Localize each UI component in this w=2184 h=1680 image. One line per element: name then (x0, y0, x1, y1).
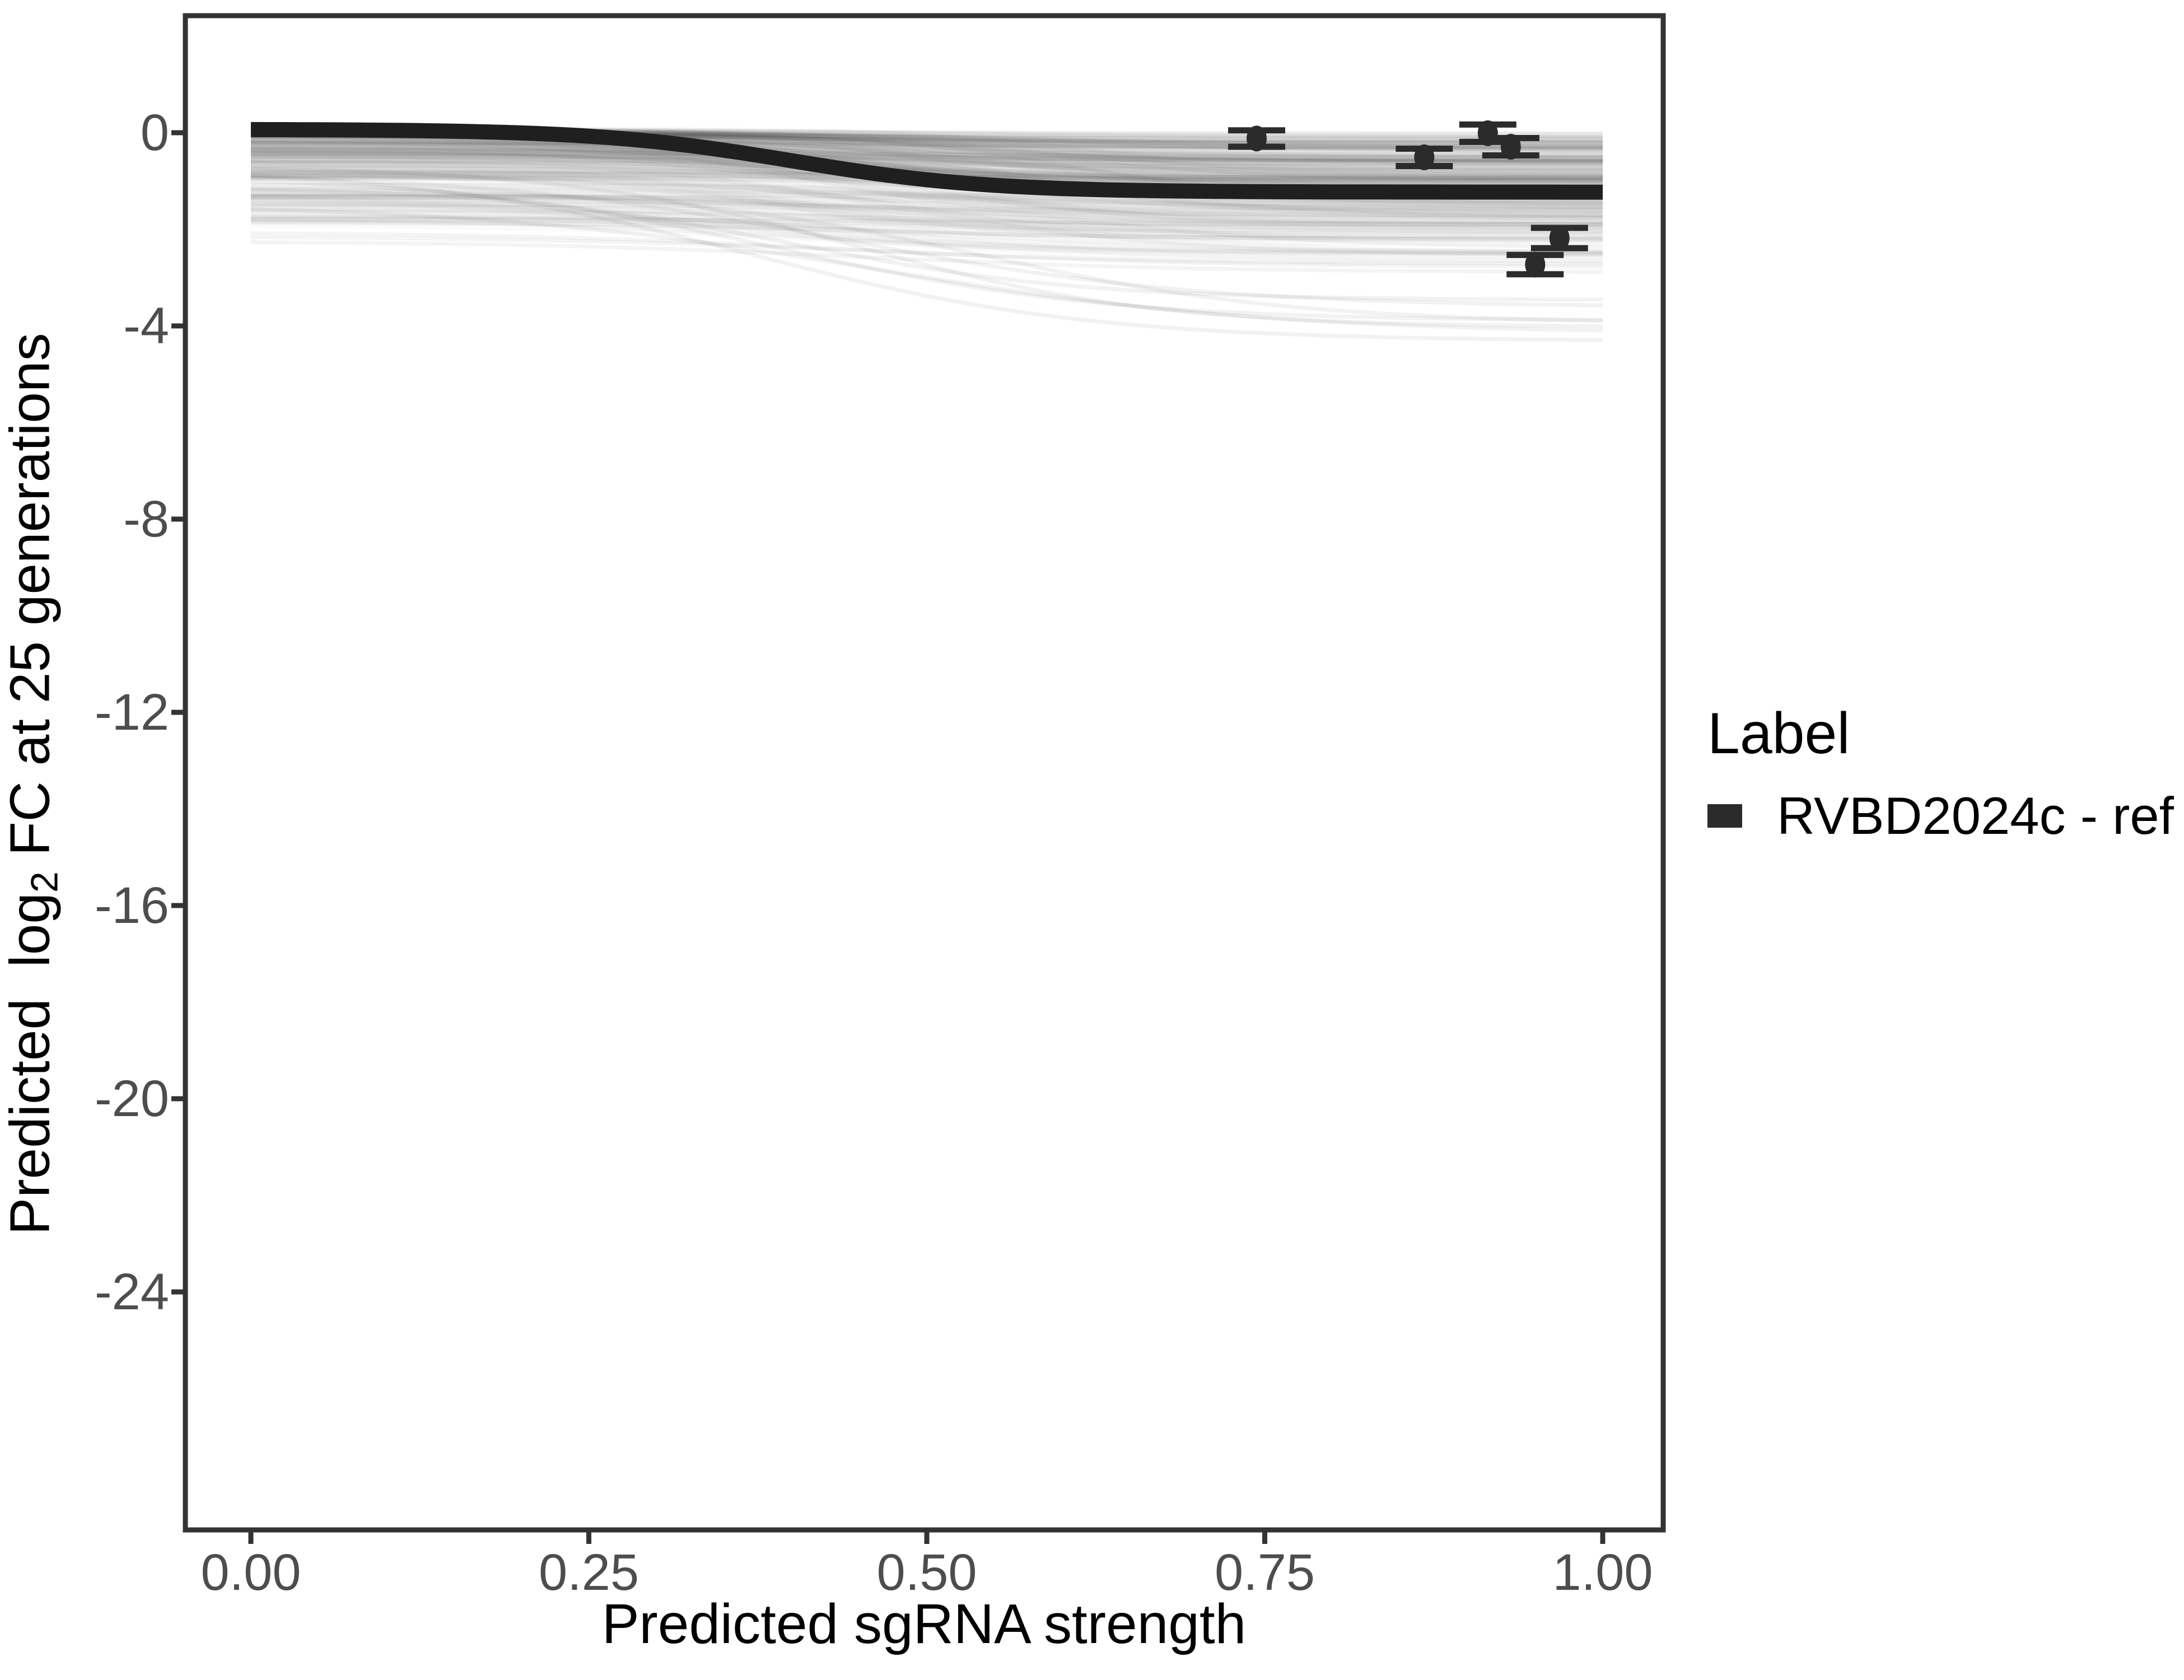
point-marker (1247, 125, 1267, 152)
y-axis-title-post: FC at 25 generations (0, 333, 62, 872)
error-bar-point (1530, 225, 1588, 251)
x-axis-title: Predicted sgRNA strength (601, 1593, 1247, 1655)
ensemble-curve (250, 174, 1603, 342)
axis-ticks (171, 130, 1606, 1544)
legend-title: Label (1707, 701, 1850, 766)
y-axis-title-subscript: 2 (23, 871, 66, 893)
panel-border (183, 13, 1666, 1533)
y-tick-label: 0 (140, 104, 169, 161)
legend-entry-label: RVBD2024c - ref (1777, 786, 2174, 845)
x-tick-label: 0.25 (538, 1544, 640, 1601)
y-tick-label: -4 (123, 297, 169, 354)
error-bars (1228, 120, 1588, 278)
x-tick-label: 0.75 (1214, 1544, 1315, 1601)
ensemble-curve (250, 179, 1603, 323)
error-bar-point (1482, 134, 1539, 160)
error-bar-point (1396, 144, 1453, 170)
point-marker (1525, 251, 1546, 278)
error-bar-point (1228, 125, 1286, 152)
x-tick-label: 1.00 (1552, 1544, 1653, 1601)
reference-curve (250, 122, 1603, 200)
ensemble-curve (250, 207, 1603, 333)
point-marker (1500, 134, 1521, 160)
ensemble-curve (250, 175, 1603, 307)
y-tick-label: -12 (95, 684, 169, 741)
ensemble-curve (250, 166, 1603, 329)
point-marker (1477, 120, 1498, 146)
ensemble-curve (250, 231, 1603, 269)
legend-key-line-swatch (1707, 804, 1742, 828)
error-bar-point (1506, 251, 1564, 278)
point-marker (1414, 144, 1435, 170)
y-tick-label: -20 (95, 1070, 169, 1127)
y-tick-label: -24 (95, 1263, 169, 1320)
y-axis-title-pre: Predicted log (0, 893, 62, 1235)
y-axis-title: Predicted log2 FC at 25 generations (0, 333, 66, 1235)
ensemble-curve (250, 188, 1603, 302)
ensemble-curve (250, 240, 1603, 274)
legend-entry: RVBD2024c - ref (1707, 789, 2174, 843)
x-tick-label: 0.00 (200, 1544, 301, 1601)
ensemble-curve (250, 220, 1603, 241)
y-tick-label: -8 (123, 491, 169, 548)
y-tick-label: -16 (95, 877, 169, 934)
x-tick-label: 0.50 (876, 1544, 977, 1601)
ensemble-curve (250, 235, 1603, 266)
point-marker (1549, 225, 1570, 251)
ensemble-curves (250, 166, 1603, 342)
ensemble-curve (250, 187, 1603, 323)
